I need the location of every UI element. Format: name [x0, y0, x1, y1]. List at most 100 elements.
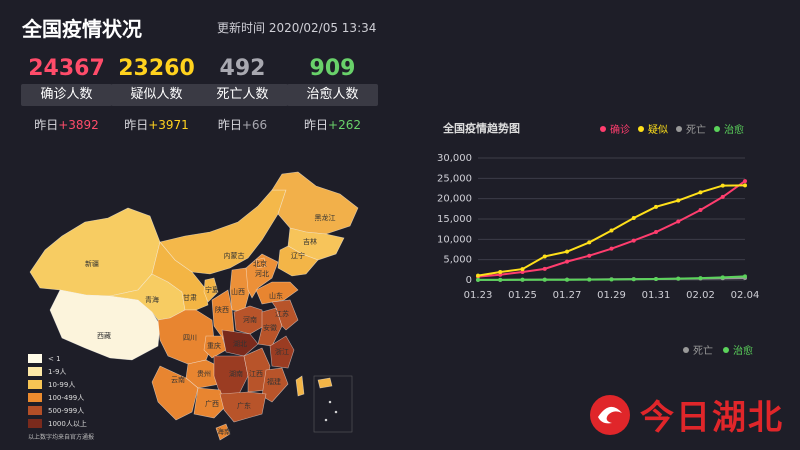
data-point[interactable] — [520, 267, 525, 272]
data-point[interactable] — [542, 254, 547, 259]
brand-text: 今日湖北 — [640, 398, 784, 438]
data-point[interactable] — [520, 277, 525, 282]
data-point[interactable] — [698, 276, 703, 281]
x-tick-label: 02.02 — [686, 290, 715, 301]
data-point[interactable] — [631, 277, 636, 282]
data-point[interactable] — [698, 276, 703, 281]
chart-legend-item[interactable]: 治愈 — [723, 342, 753, 357]
data-point[interactable] — [743, 183, 747, 188]
province-jiangsu[interactable] — [271, 299, 299, 331]
legend-swatch — [28, 393, 42, 402]
data-point[interactable] — [587, 277, 592, 282]
data-point[interactable] — [720, 183, 725, 188]
data-point[interactable] — [565, 277, 569, 282]
legend-label: 疑似 — [648, 125, 668, 136]
province-fujian[interactable] — [261, 367, 289, 403]
chart-legend-item[interactable]: 确诊 — [600, 121, 630, 136]
data-point[interactable] — [743, 179, 747, 184]
province-guangxi[interactable] — [193, 387, 227, 419]
data-point[interactable] — [676, 219, 681, 224]
province-label: 安徽 — [263, 323, 277, 332]
data-point[interactable] — [565, 259, 569, 264]
data-point[interactable] — [542, 277, 547, 282]
data-point[interactable] — [676, 276, 681, 281]
province-heilongjiang[interactable] — [271, 171, 359, 235]
data-point[interactable] — [609, 246, 614, 251]
data-point[interactable] — [720, 194, 725, 199]
data-point[interactable] — [498, 277, 503, 282]
stat-label: 治愈人数 — [287, 84, 378, 106]
province-hebei[interactable] — [245, 253, 279, 299]
data-point[interactable] — [631, 238, 636, 243]
data-point[interactable] — [609, 277, 614, 282]
province-guangdong[interactable] — [219, 391, 267, 423]
data-point[interactable] — [587, 240, 592, 245]
data-point[interactable] — [587, 253, 592, 258]
brand-emblem-icon — [590, 394, 630, 435]
data-point[interactable] — [476, 274, 480, 279]
province-xinjiang[interactable] — [29, 207, 161, 297]
data-point[interactable] — [520, 277, 525, 282]
data-point[interactable] — [609, 277, 614, 282]
data-point[interactable] — [698, 208, 703, 213]
data-point[interactable] — [654, 230, 658, 235]
data-point[interactable] — [654, 276, 658, 281]
data-point[interactable] — [520, 269, 525, 274]
legend-label: 500-999人 — [48, 406, 85, 415]
data-point[interactable] — [743, 276, 747, 281]
legend-swatch — [28, 419, 42, 428]
data-point[interactable] — [654, 204, 658, 209]
stat-delta-value: +262 — [328, 118, 361, 132]
province-shandong[interactable] — [255, 281, 299, 305]
province-label: 贵州 — [197, 369, 211, 378]
data-point[interactable] — [476, 273, 480, 278]
data-point[interactable] — [565, 277, 569, 282]
chart-legend-item[interactable]: 疑似 — [638, 121, 668, 136]
stat-value: 492 — [219, 56, 266, 81]
legend-item: 1000人以上 — [28, 417, 94, 430]
data-point[interactable] — [720, 275, 725, 280]
data-point[interactable] — [676, 276, 681, 281]
province-beijing[interactable] — [255, 257, 267, 269]
data-point[interactable] — [476, 277, 480, 282]
chart-legend-item[interactable]: 治愈 — [714, 121, 744, 136]
map-legend: < 1 1-9人 10-99人 100-499人 500-999人 1000人以上 以上数字… — [28, 352, 94, 441]
stat-label: 疑似人数 — [111, 84, 202, 106]
data-point[interactable] — [498, 272, 503, 277]
stat-label: 确诊人数 — [21, 84, 112, 106]
province-label: 山东 — [269, 291, 283, 300]
stat-card: 24367 确诊人数 昨日+3892 — [21, 56, 112, 133]
data-point[interactable] — [498, 277, 503, 282]
province-yunnan[interactable] — [151, 365, 199, 421]
province-zhejiang[interactable] — [269, 335, 295, 369]
chart-legend-item[interactable]: 死亡 — [683, 342, 713, 357]
province-hubei[interactable] — [221, 329, 259, 357]
province-ningxia[interactable] — [203, 277, 219, 303]
data-point[interactable] — [498, 270, 503, 275]
data-point[interactable] — [609, 228, 614, 233]
legend-swatch — [28, 406, 42, 415]
data-point[interactable] — [631, 216, 636, 221]
data-point[interactable] — [720, 276, 725, 281]
data-point[interactable] — [698, 190, 703, 195]
series-line — [477, 277, 746, 281]
data-point[interactable] — [542, 277, 547, 282]
data-point[interactable] — [743, 274, 747, 279]
chart-legend-item[interactable]: 死亡 — [676, 121, 706, 136]
province-hainan[interactable] — [215, 423, 231, 441]
province-taiwan[interactable] — [295, 375, 305, 397]
data-point[interactable] — [476, 277, 480, 282]
province-liaoning[interactable] — [277, 245, 319, 277]
data-point[interactable] — [542, 266, 547, 271]
data-point[interactable] — [654, 277, 658, 282]
province-label: 海南 — [217, 427, 231, 436]
data-point[interactable] — [565, 249, 569, 254]
data-point[interactable] — [631, 277, 636, 282]
province-chongqing[interactable] — [203, 335, 227, 359]
data-point[interactable] — [676, 198, 681, 203]
stat-delta: 昨日+3971 — [111, 116, 202, 133]
data-point[interactable] — [587, 277, 592, 282]
x-tick-label: 02.04 — [731, 290, 760, 301]
province-label: 北京 — [253, 259, 267, 268]
stat-delta-value: +66 — [241, 118, 268, 132]
